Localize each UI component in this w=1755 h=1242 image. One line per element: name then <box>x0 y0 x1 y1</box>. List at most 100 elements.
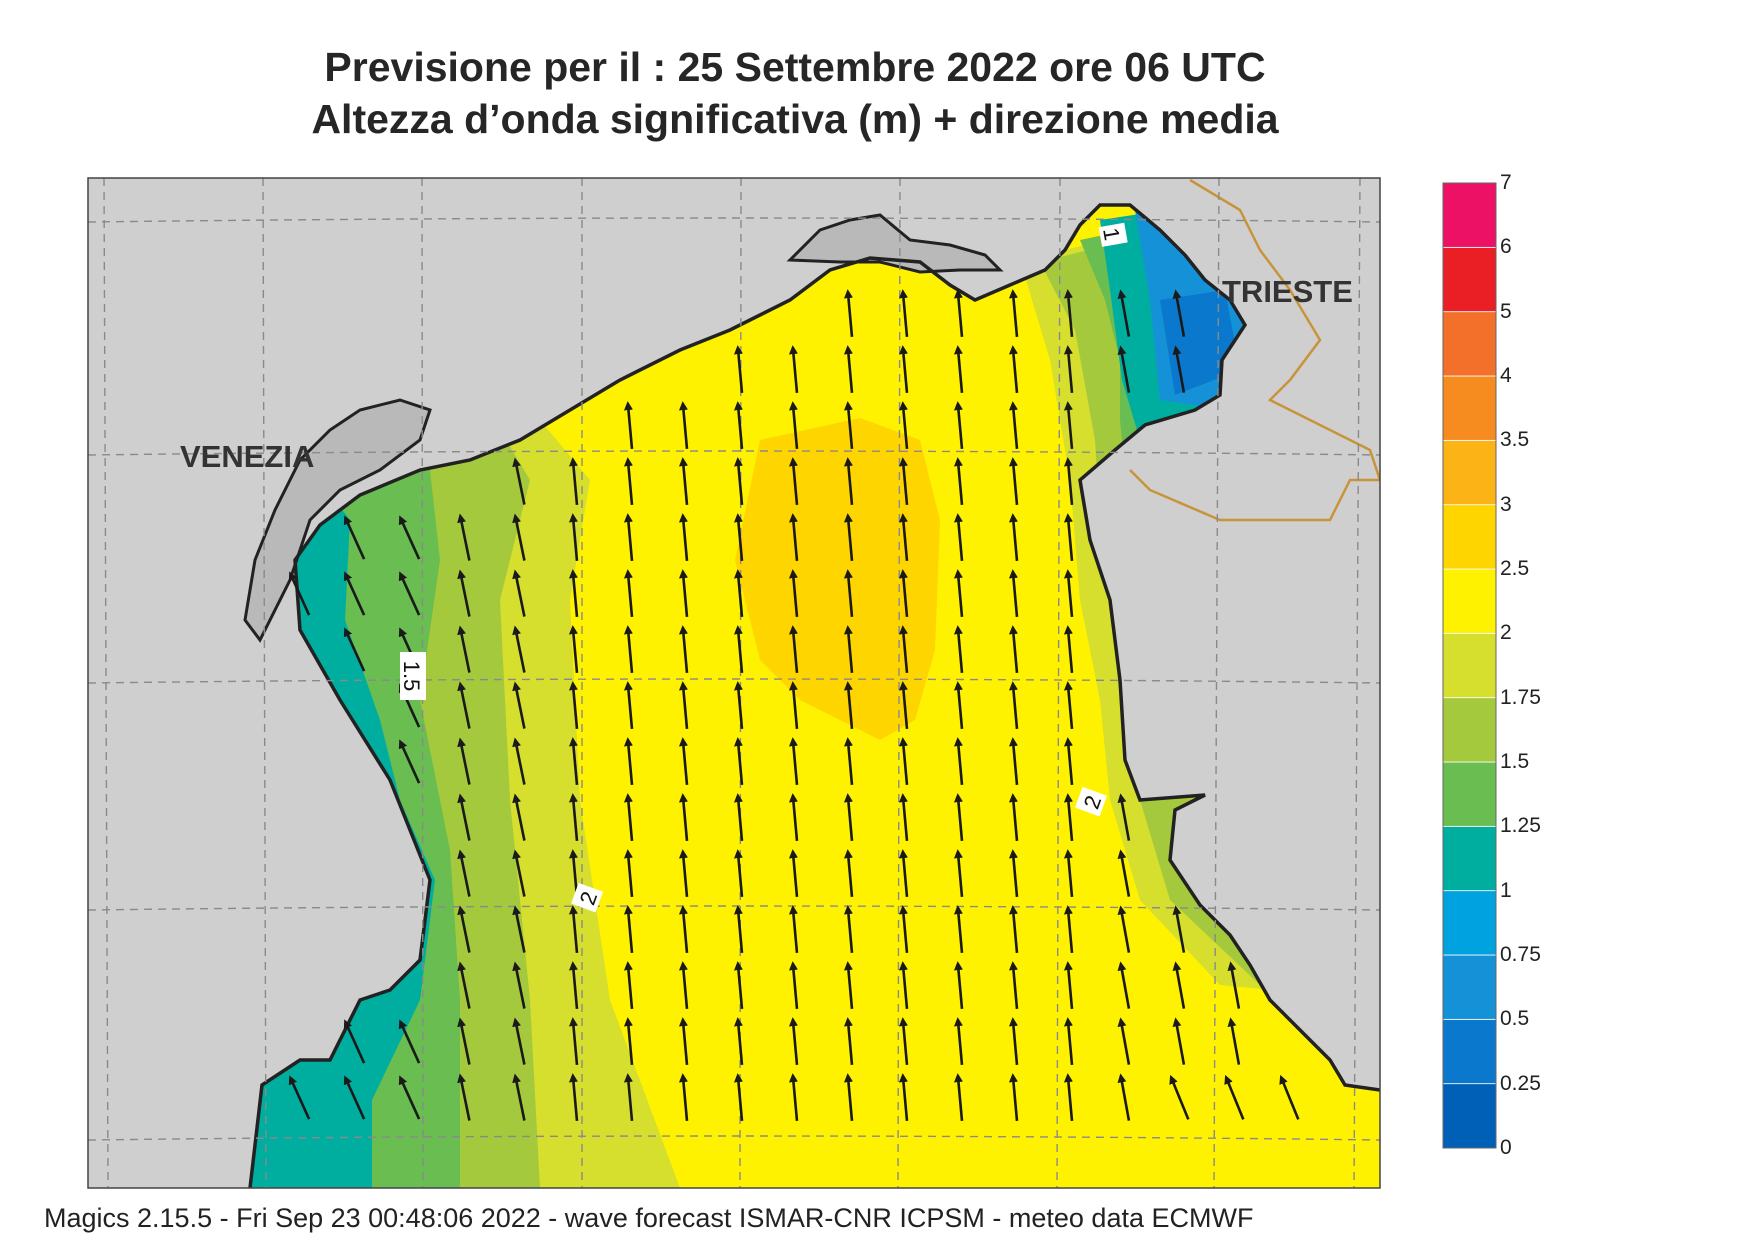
direction-arrow <box>678 961 689 1010</box>
direction-arrow <box>1008 961 1019 1010</box>
direction-arrow <box>1172 961 1186 1009</box>
color-legend <box>1442 182 1497 1149</box>
direction-arrow <box>398 739 421 784</box>
direction-arrow <box>1117 849 1131 897</box>
direction-arrow <box>512 625 526 673</box>
direction-arrow <box>1063 569 1074 618</box>
direction-arrow <box>1117 793 1131 841</box>
grado-lagoon <box>786 213 1004 274</box>
direction-arrow <box>1008 1073 1019 1122</box>
direction-arrow <box>953 457 964 506</box>
direction-arrow <box>953 793 964 842</box>
legend-label: 4 <box>1500 364 1512 387</box>
svg-text:1: 1 <box>1098 226 1125 242</box>
direction-arrow <box>623 513 634 562</box>
direction-arrow <box>623 681 634 730</box>
direction-arrow <box>843 625 854 674</box>
direction-arrow <box>898 849 909 898</box>
direction-arrow <box>843 1073 854 1122</box>
direction-arrow <box>788 569 799 618</box>
direction-arrow <box>1224 1074 1245 1120</box>
direction-arrow <box>512 569 526 617</box>
direction-arrow <box>512 737 526 785</box>
direction-arrow <box>1008 793 1019 842</box>
coastline <box>248 203 1380 1188</box>
direction-arrow <box>953 1017 964 1066</box>
direction-arrow <box>1169 1074 1190 1120</box>
direction-arrow <box>953 681 964 730</box>
direction-arrow <box>678 1073 689 1122</box>
direction-arrow <box>1008 905 1019 954</box>
direction-arrow <box>953 961 964 1010</box>
direction-arrow <box>843 905 854 954</box>
direction-arrow <box>733 1073 744 1122</box>
direction-arrow <box>1063 1017 1074 1066</box>
legend-label: 3 <box>1500 492 1512 516</box>
direction-arrow <box>733 905 744 954</box>
direction-arrow <box>953 905 964 954</box>
legend-label: 6 <box>1500 235 1512 259</box>
direction-arrow <box>457 569 471 617</box>
direction-arrow <box>898 681 909 730</box>
direction-arrow <box>733 457 744 506</box>
direction-arrow <box>678 849 689 898</box>
direction-arrow <box>1008 625 1019 674</box>
direction-arrow <box>568 737 579 786</box>
direction-arrow <box>512 513 526 561</box>
direction-arrow <box>898 289 909 338</box>
direction-arrow <box>953 289 964 338</box>
direction-arrow <box>457 905 471 953</box>
direction-arrow <box>568 793 579 842</box>
direction-arrow <box>1117 1073 1131 1121</box>
direction-arrow <box>457 513 471 561</box>
direction-arrow <box>678 905 689 954</box>
direction-arrow <box>1117 289 1131 337</box>
direction-arrow <box>512 457 526 505</box>
direction-arrow <box>788 905 799 954</box>
border-line <box>1129 178 1380 522</box>
direction-arrow <box>288 571 311 616</box>
direction-arrow <box>568 1017 579 1066</box>
direction-arrow <box>898 401 909 450</box>
legend-label: 2.5 <box>1500 557 1530 580</box>
legend-swatch <box>1442 439 1497 506</box>
direction-arrow <box>953 569 964 618</box>
direction-arrow <box>623 793 634 842</box>
direction-arrow <box>788 345 799 394</box>
direction-arrow <box>623 961 634 1010</box>
direction-arrow <box>953 401 964 450</box>
direction-arrow <box>953 737 964 786</box>
direction-arrow <box>343 627 366 672</box>
direction-arrow <box>568 625 579 674</box>
direction-arrow <box>788 793 799 842</box>
direction-arrow <box>733 569 744 618</box>
direction-arrow <box>623 849 634 898</box>
direction-arrow <box>1063 905 1074 954</box>
legend-label: 1.25 <box>1500 814 1541 838</box>
direction-arrow <box>1008 1017 1019 1066</box>
legend-label: 0.5 <box>1500 1007 1530 1031</box>
direction-arrow <box>1172 345 1186 393</box>
map-frame <box>87 177 1381 1189</box>
direction-arrow <box>733 681 744 730</box>
legend-label: 2 <box>1500 621 1512 645</box>
direction-arrow <box>678 401 689 450</box>
direction-arrow <box>623 1073 634 1122</box>
legend-swatch <box>1442 1083 1497 1149</box>
direction-arrow <box>678 737 689 786</box>
legend-label: 1 <box>1500 878 1512 902</box>
direction-arrow <box>457 737 471 785</box>
direction-arrow <box>623 569 634 618</box>
legend-swatch <box>1442 1018 1497 1085</box>
direction-arrow <box>457 961 471 1009</box>
direction-arrow <box>512 905 526 953</box>
direction-arrow <box>512 793 526 841</box>
legend-swatch <box>1442 632 1497 699</box>
legend-swatch <box>1442 825 1497 892</box>
direction-arrow <box>512 1073 526 1121</box>
direction-arrow <box>568 905 579 954</box>
direction-arrow <box>568 1073 579 1122</box>
direction-arrow <box>623 737 634 786</box>
direction-arrow <box>843 1017 854 1066</box>
direction-arrow <box>1008 345 1019 394</box>
